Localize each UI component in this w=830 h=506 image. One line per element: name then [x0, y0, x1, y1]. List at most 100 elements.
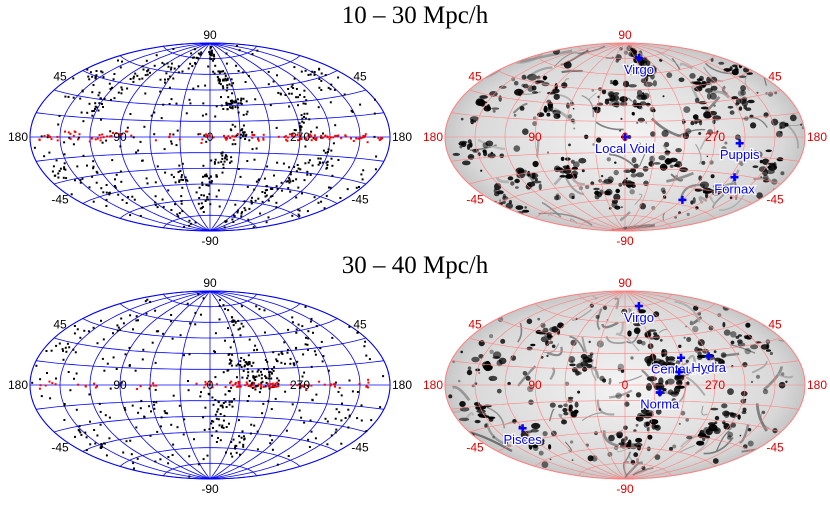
zoa-point	[262, 138, 265, 141]
galaxy-point	[225, 89, 228, 92]
galaxy-point	[121, 198, 124, 201]
galaxy-point	[206, 175, 208, 178]
galaxy-point	[229, 161, 231, 164]
galaxy-point	[203, 428, 206, 431]
zoa-point	[260, 385, 263, 388]
density-blob	[677, 402, 680, 406]
zoa-point	[363, 136, 366, 139]
galaxy-point	[146, 73, 149, 76]
density-blob	[571, 459, 574, 461]
landmark-marker	[675, 368, 684, 376]
density-blob	[685, 418, 689, 422]
galaxy-point	[271, 448, 274, 451]
density-blob	[473, 149, 477, 153]
galaxy-point	[279, 93, 282, 96]
density-blob	[750, 344, 759, 350]
galaxy-point	[140, 399, 143, 402]
galaxy-point	[70, 193, 73, 196]
density-blob	[602, 378, 607, 383]
galaxy-point	[162, 205, 165, 208]
density-blob	[460, 117, 464, 121]
density-blob	[552, 88, 560, 94]
galaxy-point	[146, 70, 149, 73]
zoa-point	[178, 138, 181, 141]
galaxy-point	[88, 186, 91, 189]
galaxy-point	[208, 193, 211, 196]
density-blob	[720, 352, 727, 358]
zoa-point	[378, 139, 381, 142]
galaxy-point	[170, 209, 173, 211]
zoa-point	[93, 382, 96, 385]
density-blob	[653, 162, 661, 165]
galaxy-point	[167, 189, 170, 192]
galaxy-point	[241, 376, 244, 379]
density-blob	[499, 199, 502, 202]
galaxy-point	[55, 377, 57, 380]
galaxy-point	[297, 186, 300, 189]
density-blob	[630, 68, 637, 73]
galaxy-point	[295, 328, 298, 331]
galaxy-point	[230, 364, 233, 367]
zoa-point	[229, 381, 231, 384]
zoa-point	[120, 133, 123, 135]
density-blob	[563, 61, 572, 69]
galaxy-point	[216, 410, 219, 413]
density-blob	[587, 358, 593, 363]
density-blob	[608, 92, 615, 98]
density-blob	[727, 431, 734, 438]
galaxy-point	[204, 84, 207, 87]
zoa-point	[117, 133, 120, 136]
galaxy-point	[117, 91, 120, 94]
zoa-point	[367, 386, 369, 389]
galaxy-point	[173, 67, 176, 70]
density-blob	[596, 137, 602, 143]
galaxy-point	[356, 331, 359, 334]
galaxy-point	[237, 106, 240, 109]
density-blob	[582, 366, 588, 372]
density-blob	[574, 401, 579, 408]
density-blob	[706, 155, 709, 158]
filament	[733, 181, 738, 200]
zoa-point	[315, 137, 318, 139]
galaxy-point	[137, 149, 140, 152]
zoa-point	[224, 136, 227, 139]
density-blob	[551, 326, 559, 333]
zoa-point	[227, 135, 230, 138]
galaxy-point	[374, 98, 376, 101]
filament	[589, 92, 597, 100]
density-blob	[628, 51, 635, 57]
density-blob	[585, 443, 589, 447]
galaxy-point	[215, 430, 218, 433]
filament	[712, 193, 725, 209]
galaxy-point	[309, 419, 312, 422]
density-blob	[488, 417, 494, 422]
zoa-point	[323, 383, 326, 386]
galaxy-point	[84, 431, 87, 434]
density-blob	[729, 110, 735, 115]
density-blob	[473, 120, 477, 123]
galaxy-point	[218, 305, 221, 307]
galaxy-point	[198, 197, 201, 199]
galaxy-point	[264, 375, 267, 378]
galaxy-point	[132, 328, 134, 331]
landmark-marker	[634, 302, 643, 310]
density-blob	[697, 351, 702, 356]
galaxy-point	[318, 161, 321, 164]
galaxy-point	[89, 71, 92, 74]
galaxy-point	[222, 419, 225, 422]
galaxy-point	[159, 90, 162, 93]
galaxy-point	[263, 177, 266, 180]
density-blob	[737, 334, 742, 337]
density-blob	[627, 330, 632, 337]
galaxy-point	[217, 418, 220, 421]
galaxy-point	[197, 202, 200, 205]
density-blob	[632, 99, 637, 105]
grid-meridian	[504, 42, 626, 232]
galaxy-point	[304, 305, 307, 308]
galaxy-point	[212, 70, 215, 73]
landmark-label: Virgo	[624, 310, 654, 325]
zoa-point	[229, 137, 232, 139]
density-blob	[568, 356, 576, 363]
zoa-point	[334, 385, 336, 388]
galaxy-point	[76, 165, 79, 168]
